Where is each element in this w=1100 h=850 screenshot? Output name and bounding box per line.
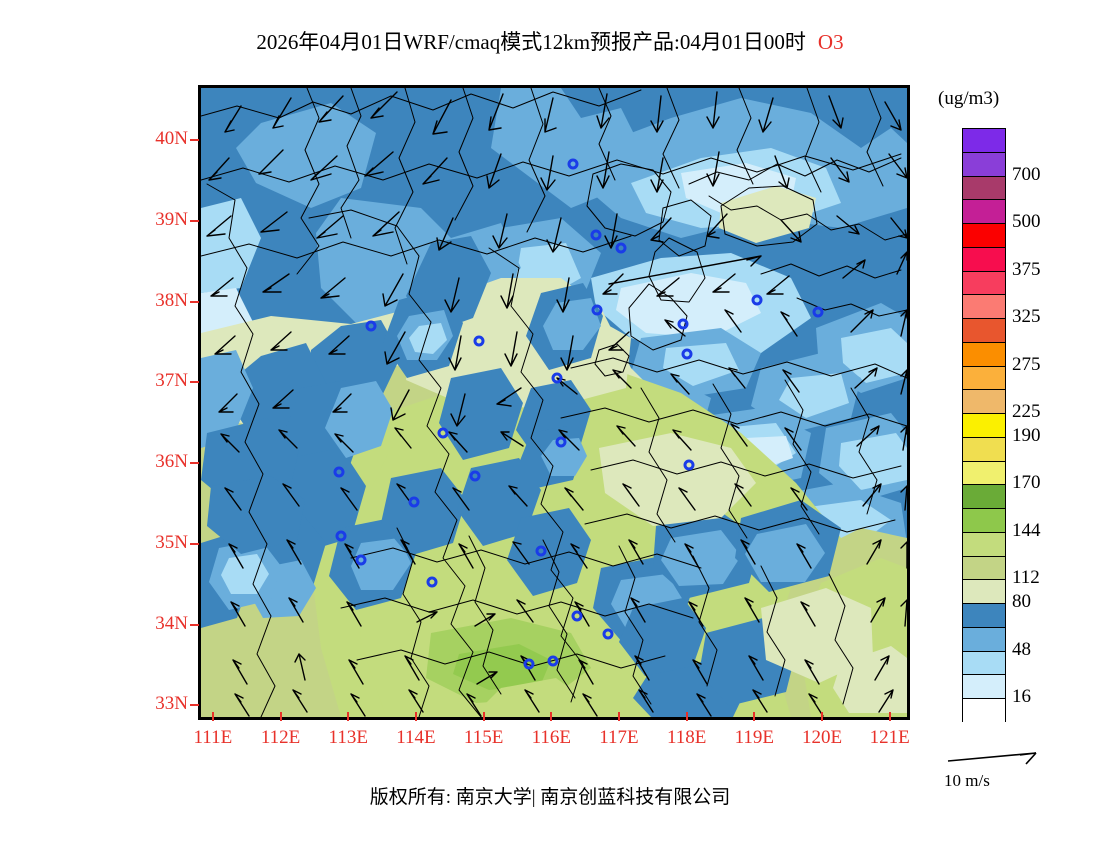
lon-tick-mark xyxy=(685,712,688,721)
lon-tick-mark xyxy=(821,712,823,721)
lat-tick-label-36n: 36N xyxy=(155,451,188,473)
colorbar-segment xyxy=(963,224,1005,248)
lon-tick-label-115e: 115E xyxy=(463,727,504,748)
lat-tick-mark xyxy=(190,219,199,222)
wind-scale-key: 10 m/s xyxy=(944,748,1064,791)
lon-tick-label-118e: 118E xyxy=(666,727,707,748)
lat-tick-mark xyxy=(190,542,199,545)
lat-tick-mark xyxy=(190,704,199,707)
lon-tick-mark xyxy=(347,712,350,721)
copyright-footer: 版权所有: 南京大学| 南京创蓝科技有限公司 xyxy=(369,787,731,808)
lon-tick-label-112e: 112E xyxy=(260,727,301,748)
colorbar-segment xyxy=(963,247,1005,272)
colorbar-segment xyxy=(963,295,1005,319)
map-plot-area[interactable] xyxy=(198,85,910,720)
lat-tick-mark xyxy=(190,623,199,626)
colorbar-label-325: 325 xyxy=(1012,306,1041,328)
colorbar-segment xyxy=(963,200,1005,224)
lon-tick-label-119e: 119E xyxy=(734,727,775,748)
arrow-right-icon xyxy=(947,752,1037,765)
contour-map-canvas xyxy=(201,88,907,717)
lat-tick-label-38n: 38N xyxy=(155,289,188,311)
colorbar-segment xyxy=(963,461,1005,486)
colorbar-label-500: 500 xyxy=(1012,211,1041,233)
title-species-label: O3 xyxy=(817,30,844,54)
page-title: 2026年04月01日WRF/cmaq模式12km预报产品:04月01日00时 O… xyxy=(0,26,1100,56)
lon-tick-label-114e: 114E xyxy=(396,727,436,748)
colorbar-segment xyxy=(963,485,1005,509)
colorbar-segment xyxy=(963,366,1005,391)
lon-tick-label-117e: 117E xyxy=(599,727,639,748)
colorbar-segment xyxy=(963,176,1005,201)
lat-tick-label-34n: 34N xyxy=(155,612,188,634)
colorbar-segment xyxy=(963,271,1005,296)
lon-tick-mark xyxy=(617,712,620,721)
lat-tick-mark xyxy=(190,300,199,303)
colorbar-segment xyxy=(963,556,1005,581)
lat-tick-label-33n: 33N xyxy=(155,693,188,715)
colorbar-segment xyxy=(963,437,1005,462)
lon-tick-mark xyxy=(211,712,214,721)
colorbar-label-700: 700 xyxy=(1012,163,1041,185)
lon-tick-mark xyxy=(414,712,417,721)
colorbar-segment xyxy=(963,509,1005,533)
colorbar-label-170: 170 xyxy=(1012,472,1041,494)
colorbar-segment xyxy=(963,627,1005,652)
colorbar-segment xyxy=(963,699,1005,723)
colorbar-segment xyxy=(963,604,1005,628)
lon-tick-label-111e: 111E xyxy=(193,727,233,748)
colorbar-label-225: 225 xyxy=(1012,401,1041,423)
colorbar-segment xyxy=(963,152,1005,177)
lat-tick-mark xyxy=(190,462,199,465)
colorbar-segment xyxy=(963,414,1005,438)
colorbar-segment xyxy=(963,532,1005,557)
lat-tick-label-37n: 37N xyxy=(155,370,188,392)
colorbar-label-112: 112 xyxy=(1012,567,1040,589)
colorbar-segment xyxy=(963,651,1005,676)
colorbar-label-48: 48 xyxy=(1012,638,1031,660)
colorbar-label-190: 190 xyxy=(1012,424,1041,446)
lon-tick-label-121e: 121E xyxy=(869,727,910,748)
lat-tick-mark xyxy=(190,381,199,384)
colorbar-label-144: 144 xyxy=(1012,519,1041,541)
colorbar-units-label: (ug/m3) xyxy=(938,88,1000,109)
colorbar-segment xyxy=(963,129,1005,153)
lon-tick-label-116e: 116E xyxy=(531,727,571,748)
colorbar-label-275: 275 xyxy=(1012,353,1041,375)
lon-tick-label-120e: 120E xyxy=(801,727,843,748)
colorbar-label-80: 80 xyxy=(1012,591,1031,613)
wind-scale-label: 10 m/s xyxy=(944,771,990,790)
colorbar-segment xyxy=(963,319,1005,343)
lon-tick-mark xyxy=(753,712,756,721)
lat-tick-mark xyxy=(190,138,199,141)
lat-tick-label-35n: 35N xyxy=(155,531,188,553)
colorbar[interactable] xyxy=(962,128,1006,723)
lat-tick-label-40n: 40N xyxy=(155,127,188,149)
colorbar-label-16: 16 xyxy=(1012,686,1031,708)
colorbar-segment xyxy=(963,580,1005,604)
colorbar-segment xyxy=(963,390,1005,414)
lon-tick-mark xyxy=(279,712,282,721)
colorbar-segment xyxy=(963,675,1005,699)
lon-tick-mark xyxy=(888,712,891,721)
lon-tick-label-113e: 113E xyxy=(328,727,368,748)
lon-tick-mark xyxy=(482,712,485,721)
lon-tick-mark xyxy=(550,712,553,721)
colorbar-segment xyxy=(963,342,1005,367)
lat-tick-label-39n: 39N xyxy=(155,208,188,230)
title-text: 2026年04月01日WRF/cmaq模式12km预报产品:04月01日00时 xyxy=(256,30,806,54)
colorbar-label-375: 375 xyxy=(1012,258,1041,280)
